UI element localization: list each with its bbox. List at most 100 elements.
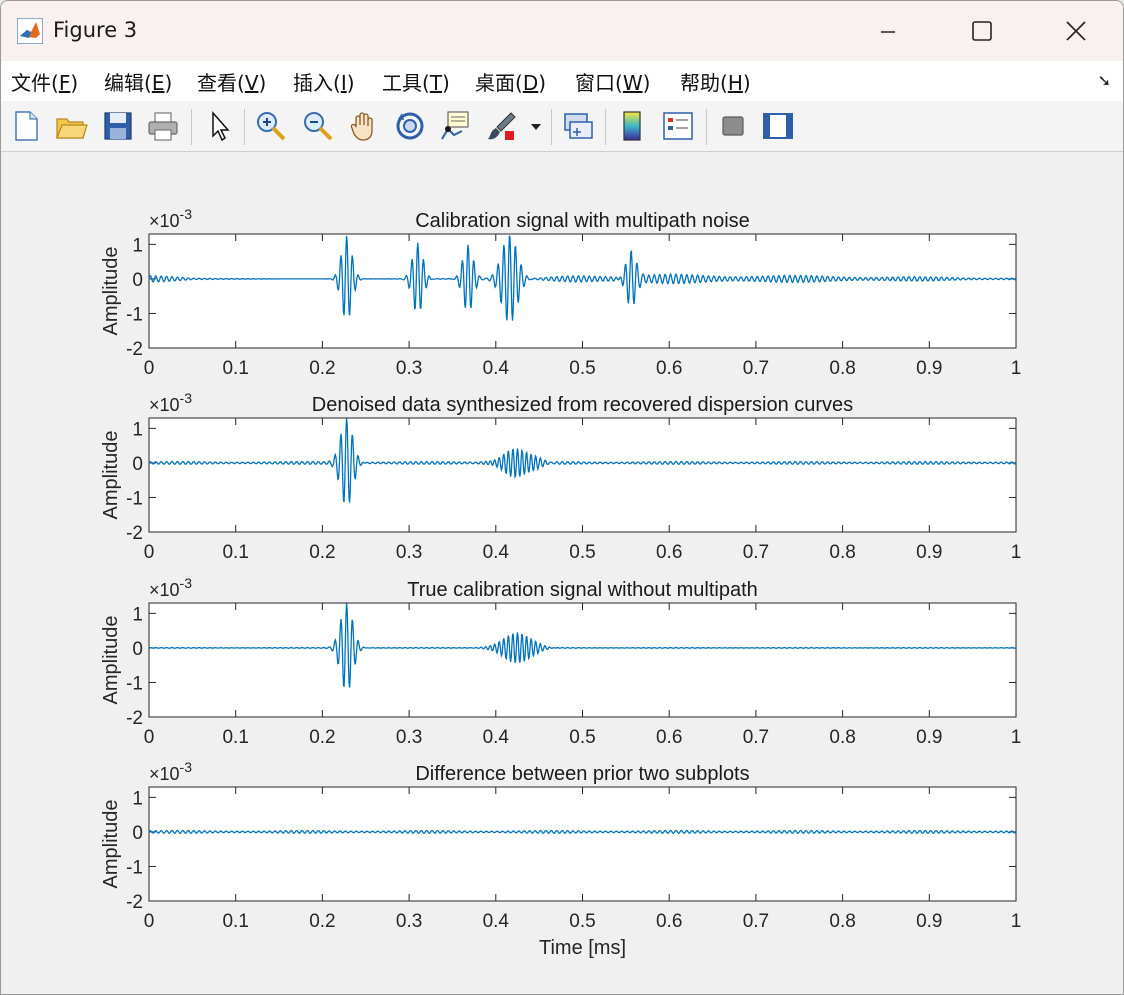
x-tick-label: 0.6 [656, 727, 682, 748]
signal-line[interactable] [148, 829, 1017, 835]
menu-view[interactable]: 查看(V) [197, 71, 267, 95]
y-tick-label: -1 [126, 488, 143, 509]
pan-icon[interactable] [347, 109, 381, 143]
legend-icon[interactable] [661, 109, 695, 143]
y-tick-label: 0 [132, 454, 143, 475]
x-tick-label: 0.8 [829, 727, 855, 748]
maximize-button[interactable] [935, 1, 1029, 61]
x-tick-label: 0 [144, 911, 155, 932]
y-tick-label: 1 [132, 604, 143, 625]
menu-file[interactable]: 文件(F) [11, 71, 79, 95]
x-tick-label: 0.9 [916, 911, 942, 932]
x-tick-label: 1 [1011, 911, 1022, 932]
x-tick-label: 0.1 [222, 358, 248, 379]
link-plot-icon[interactable] [561, 109, 595, 143]
save-icon[interactable] [101, 109, 135, 143]
x-tick-label: 0 [144, 542, 155, 563]
y-tick-label: 1 [132, 788, 143, 809]
x-tick-label: 0.1 [222, 727, 248, 748]
axes-box[interactable] [148, 233, 1017, 349]
x-tick-label: 0.6 [656, 911, 682, 932]
x-tick-label: 0.5 [569, 358, 595, 379]
subplot-1: Calibration signal with multipath noise ×… [100, 206, 1021, 379]
show-plot-tools-icon[interactable] [761, 109, 795, 143]
x-tick-label: 0.4 [483, 911, 510, 932]
y-exponent-label: ×10-3 [149, 575, 192, 600]
toolbar-separator [706, 109, 707, 145]
hide-plot-tools-icon[interactable] [716, 109, 750, 143]
matlab-logo-icon [17, 18, 43, 44]
x-tick-label: 0.5 [569, 911, 595, 932]
y-axis-label: Amplitude [100, 431, 122, 520]
x-tick-label: 0.4 [483, 727, 510, 748]
x-tick-label: 0 [144, 358, 155, 379]
y-tick-label: -2 [126, 892, 143, 913]
x-tick-label: 0.3 [396, 358, 422, 379]
toolbar-separator [244, 109, 245, 145]
x-tick-label: 0.3 [396, 911, 422, 932]
open-file-icon[interactable] [54, 109, 88, 143]
menu-insert[interactable]: 插入(I) [293, 71, 355, 95]
minimize-button[interactable] [841, 1, 935, 61]
y-exponent-label: ×10-3 [149, 759, 192, 784]
y-tick-label: -1 [126, 304, 143, 325]
signal-line[interactable] [148, 235, 1017, 321]
subplot-title: Denoised data synthesized from recovered… [312, 394, 853, 416]
minimize-icon [881, 31, 895, 33]
menu-help[interactable]: 帮助(H) [680, 71, 751, 95]
toolbar-separator [191, 109, 192, 145]
y-tick-label: 1 [132, 419, 143, 440]
axes-box[interactable] [148, 786, 1017, 902]
subplot-title: True calibration signal without multipat… [407, 579, 758, 601]
zoom-out-icon[interactable] [301, 109, 335, 143]
zoom-in-icon[interactable] [254, 109, 288, 143]
x-tick-label: 0.9 [916, 542, 942, 563]
y-exponent-label: ×10-3 [149, 390, 192, 415]
x-tick-label: 0.6 [656, 358, 682, 379]
x-tick-label: 0.7 [743, 727, 769, 748]
x-tick-label: 0.7 [743, 911, 769, 932]
rotate-3d-icon[interactable] [393, 109, 427, 143]
x-tick-label: 0.4 [483, 358, 510, 379]
x-tick-label: 0.6 [656, 542, 682, 563]
subplot-2: Denoised data synthesized from recovered… [100, 390, 1021, 563]
x-tick-label: 0.7 [743, 542, 769, 563]
subplot-4: Difference between prior two subplots ×10… [100, 759, 1021, 959]
menu-edit[interactable]: 编辑(E) [104, 71, 173, 95]
x-tick-label: 1 [1011, 358, 1022, 379]
brush-icon[interactable] [485, 109, 519, 143]
new-figure-icon[interactable] [9, 109, 43, 143]
undock-arrow-icon[interactable]: ➘ [1097, 71, 1111, 90]
x-tick-label: 0.8 [829, 358, 855, 379]
close-button[interactable] [1029, 1, 1123, 61]
subplot-title: Difference between prior two subplots [415, 763, 749, 785]
edit-plot-icon[interactable] [203, 109, 237, 143]
menu-desktop[interactable]: 桌面(D) [475, 71, 547, 95]
title-bar[interactable]: Figure 3 [1, 1, 1123, 61]
figure-toolbar [1, 101, 1123, 152]
signal-line[interactable] [148, 418, 1017, 503]
menu-window[interactable]: 窗口(W) [575, 71, 651, 95]
y-tick-label: -2 [126, 339, 143, 360]
y-axis-label: Amplitude [100, 800, 122, 889]
x-tick-label: 0.1 [222, 911, 248, 932]
data-cursor-icon[interactable] [438, 109, 472, 143]
figure-canvas[interactable]: Calibration signal with multipath noise ×… [1, 152, 1123, 994]
print-icon[interactable] [146, 109, 180, 143]
y-tick-label: 0 [132, 270, 143, 291]
colorbar-icon[interactable] [615, 109, 649, 143]
y-tick-label: 0 [132, 639, 143, 660]
x-tick-label: 0.1 [222, 542, 248, 563]
y-tick-label: 0 [132, 823, 143, 844]
brush-dropdown-icon[interactable] [529, 109, 543, 143]
close-icon [1066, 21, 1086, 41]
axes-box[interactable] [148, 602, 1017, 718]
y-tick-label: -1 [126, 673, 143, 694]
x-tick-label: 0.5 [569, 542, 595, 563]
axes-box[interactable] [148, 417, 1017, 533]
y-tick-label: -2 [126, 708, 143, 729]
subplot-title: Calibration signal with multipath noise [415, 210, 750, 232]
y-exponent-label: ×10-3 [149, 206, 192, 231]
signal-line[interactable] [148, 603, 1017, 688]
menu-tools[interactable]: 工具(T) [382, 71, 450, 95]
